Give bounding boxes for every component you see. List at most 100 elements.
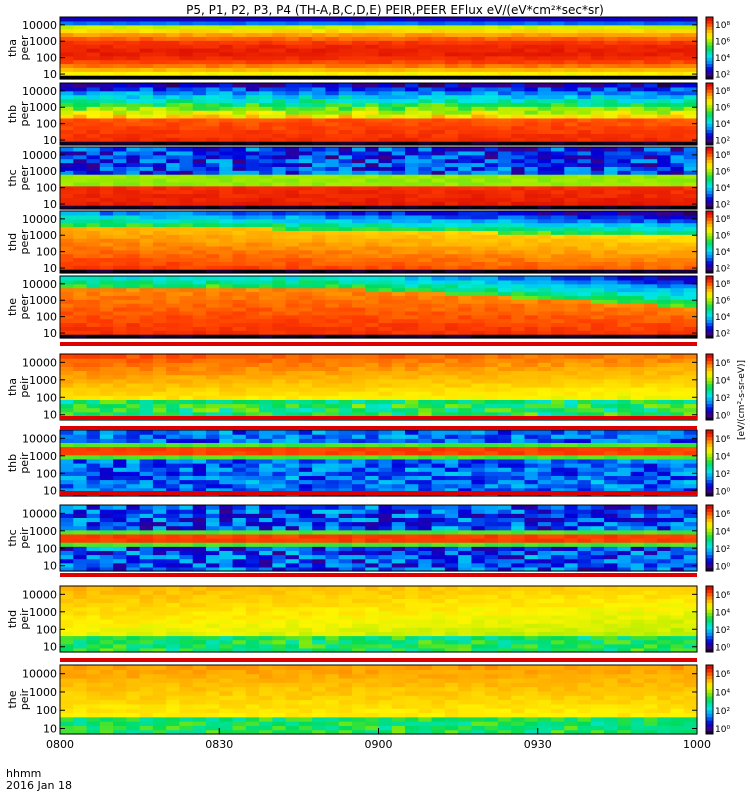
heatmap-cell: [60, 378, 74, 384]
heatmap-cell: [670, 24, 685, 30]
heatmap-cell: [431, 399, 446, 405]
heatmap-cell: [325, 287, 340, 293]
heatmap-cell: [126, 245, 141, 251]
heatmap-cell: [590, 63, 605, 68]
heatmap-cell: [670, 249, 685, 255]
heatmap-cell: [113, 90, 127, 96]
heatmap-cell: [590, 257, 605, 262]
heatmap-cell: [391, 121, 406, 127]
colorbar-tick-label: 10⁶: [715, 359, 730, 369]
heatmap-cell: [378, 129, 393, 134]
heatmap-cell: [99, 487, 114, 493]
heatmap-cell: [524, 129, 539, 134]
heatmap-cell: [285, 318, 300, 324]
heatmap-cell: [444, 83, 459, 88]
heatmap-cell: [113, 17, 127, 22]
heatmap-cell: [564, 154, 579, 160]
heatmap-cell: [272, 185, 287, 191]
heatmap-cell: [139, 141, 154, 146]
heatmap-cell: [670, 399, 685, 405]
heatmap-cell: [657, 197, 672, 202]
heatmap-cell: [444, 211, 459, 216]
heatmap-cell: [126, 261, 141, 266]
heatmap-cell: [643, 170, 658, 175]
heatmap-cell: [272, 154, 287, 160]
heatmap-cell: [60, 283, 74, 289]
heatmap-cell: [99, 189, 114, 195]
heatmap-cell: [551, 55, 565, 61]
heatmap-cell: [113, 391, 127, 396]
heatmap-cell: [192, 211, 207, 216]
heatmap-cell: [537, 334, 552, 339]
heatmap-cell: [458, 310, 472, 316]
heatmap-cell: [657, 326, 672, 331]
heatmap-cell: [590, 28, 605, 34]
heatmap-cell: [179, 94, 194, 100]
heatmap-cell: [179, 24, 194, 30]
heatmap-cell: [497, 201, 512, 206]
heatmap-cell: [325, 374, 340, 380]
heatmap-cell: [285, 245, 300, 251]
heatmap-cell: [166, 174, 181, 179]
heatmap-cell: [351, 67, 366, 72]
heatmap-cell: [338, 150, 353, 156]
heatmap-cell: [418, 59, 433, 65]
heatmap-cell: [179, 189, 194, 195]
heatmap-cell: [152, 326, 167, 331]
heatmap-cell: [683, 391, 698, 396]
heatmap-cell: [166, 154, 181, 160]
heatmap-cell: [60, 222, 74, 228]
heatmap-cell: [365, 299, 380, 304]
heatmap-cell: [298, 181, 313, 187]
heatmap-cell: [351, 487, 366, 493]
heatmap-cell: [152, 211, 167, 216]
heatmap-cell: [245, 170, 260, 175]
heatmap-cell: [259, 318, 273, 324]
heatmap-cell: [325, 117, 340, 123]
heatmap-cell: [245, 245, 260, 251]
heatmap-cell: [365, 129, 380, 134]
heatmap-cell: [551, 257, 565, 262]
heatmap-cell: [484, 287, 499, 293]
heatmap-cell: [657, 411, 672, 417]
heatmap-cell: [73, 249, 88, 255]
heatmap-cell: [86, 362, 101, 367]
heatmap-cell: [179, 382, 194, 388]
heatmap-cell: [179, 197, 194, 202]
heatmap-cell: [458, 326, 472, 331]
heatmap-cell: [73, 218, 88, 224]
heatmap-cell: [405, 283, 419, 289]
heatmap-cell: [471, 257, 486, 262]
heatmap-cell: [259, 399, 273, 405]
heatmap-cell: [604, 166, 618, 171]
heatmap-cell: [259, 261, 273, 266]
heatmap-cell: [126, 318, 141, 324]
heatmap-cell: [325, 205, 340, 210]
heatmap-cell: [643, 51, 658, 57]
heatmap-cell: [351, 265, 366, 270]
heatmap-cell: [431, 378, 446, 384]
heatmap-cell: [643, 403, 658, 409]
heatmap-cell: [272, 226, 287, 231]
heatmap-cell: [259, 382, 273, 388]
heatmap-cell: [391, 36, 406, 41]
heatmap-cell: [604, 98, 618, 103]
heatmap-cell: [73, 185, 88, 191]
heatmap-cell: [431, 222, 446, 228]
heatmap-cell: [179, 36, 194, 41]
heatmap-cell: [431, 403, 446, 409]
heatmap-cell: [325, 20, 340, 26]
heatmap-cell: [325, 326, 340, 331]
heatmap-cell: [378, 51, 393, 57]
heatmap-cell: [405, 269, 419, 274]
heatmap-cell: [391, 44, 406, 49]
heatmap-cell: [272, 307, 287, 312]
heatmap-cell: [670, 299, 685, 304]
heatmap-cell: [551, 133, 565, 138]
heatmap-cell: [205, 234, 220, 239]
panel-label-probe: thd: [6, 233, 19, 251]
colorbar-segment: [706, 310, 713, 314]
heatmap-cell: [86, 326, 101, 331]
heatmap-cell: [166, 230, 181, 235]
heatmap-cell: [630, 24, 645, 30]
